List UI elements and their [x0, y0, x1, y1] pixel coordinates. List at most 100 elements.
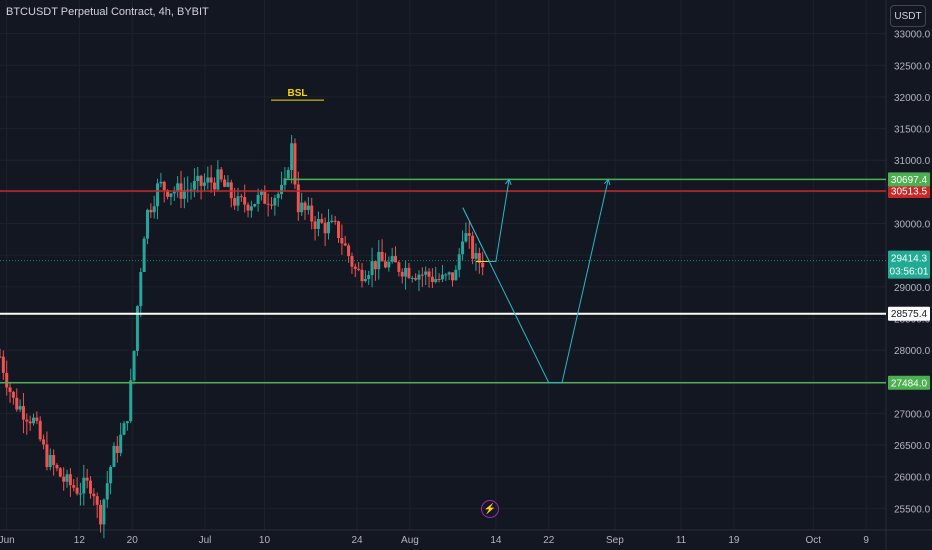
candle-body	[15, 397, 19, 410]
candle-body	[451, 272, 455, 281]
candle-body	[357, 268, 361, 270]
candle-body	[337, 221, 341, 239]
candle-body	[383, 261, 387, 268]
candle-body	[11, 391, 15, 398]
x-tick-label: 20	[127, 535, 139, 546]
candle-body	[387, 261, 391, 268]
candle-body	[263, 190, 267, 204]
red-resistance-badge	[888, 184, 930, 199]
candle-body	[420, 274, 424, 276]
candle-body	[286, 170, 290, 179]
white-level-badge	[888, 306, 930, 321]
candle-body	[172, 191, 176, 194]
candle-body	[464, 233, 468, 242]
candle-body	[363, 278, 367, 282]
green-support-badge	[888, 375, 930, 390]
candle-body	[417, 274, 421, 280]
candle-body	[145, 209, 149, 239]
y-tick-label: 30000.0	[894, 220, 931, 231]
candle-body	[430, 276, 434, 283]
candle-body	[296, 184, 300, 213]
red-resistance-badge-label: 30513.5	[891, 187, 928, 198]
x-tick-label: 22	[543, 535, 555, 546]
candle-body	[52, 455, 56, 466]
candle-body	[219, 169, 223, 180]
y-tick-label: 32000.0	[894, 93, 931, 104]
candle-body	[55, 465, 59, 469]
candle-body	[115, 445, 119, 453]
x-tick-label: 12	[74, 535, 86, 546]
candle-body	[95, 496, 99, 505]
candle-body	[243, 197, 247, 205]
candle-body	[447, 272, 451, 275]
candle-body	[223, 179, 227, 187]
candle-body	[373, 261, 377, 270]
green-support-badge-label: 27484.0	[891, 378, 928, 389]
y-tick-label: 27000.0	[894, 409, 931, 420]
candle-body	[206, 177, 210, 183]
candle-body	[85, 477, 89, 481]
projection-short-arrowhead	[505, 178, 512, 186]
candle-body	[353, 266, 357, 269]
x-tick-label: Aug	[401, 535, 419, 546]
candle-body	[62, 476, 66, 482]
candle-body	[45, 444, 49, 468]
time-axis	[0, 530, 932, 550]
green-target-badge	[888, 172, 930, 187]
candle-body	[414, 277, 418, 280]
candle-body	[461, 241, 465, 255]
x-tick-label: 10	[259, 535, 271, 546]
candle-body	[48, 455, 52, 468]
candle-body	[253, 203, 257, 207]
candle-body	[0, 356, 2, 358]
projection-long-arrowhead	[603, 178, 611, 186]
candle-body	[360, 269, 364, 282]
candle-body	[199, 175, 203, 186]
candle-body	[196, 175, 200, 181]
candle-body	[273, 198, 277, 206]
candle-body	[156, 183, 160, 207]
candle-body	[226, 182, 230, 187]
candle-body	[82, 477, 86, 494]
candle-body	[162, 181, 166, 191]
candle-body	[404, 267, 408, 277]
candle-body	[125, 421, 129, 424]
candle-body	[407, 267, 411, 278]
candle-body	[236, 196, 240, 206]
green-target-badge-label: 30697.4	[891, 175, 928, 186]
x-tick-label: 19	[728, 535, 740, 546]
candle-body	[390, 256, 394, 262]
candle-body	[18, 406, 22, 410]
y-tick-label: 33000.0	[894, 30, 931, 41]
candle-body	[481, 262, 485, 268]
candle-body	[280, 184, 284, 194]
projection-long	[462, 179, 609, 384]
candle-body	[142, 238, 146, 272]
current-price-label: 29414.3	[891, 254, 928, 265]
candle-body	[78, 493, 82, 495]
currency-button[interactable]: USDT	[890, 5, 926, 27]
candle-body	[323, 222, 327, 234]
candle-body	[330, 220, 334, 222]
candle-body	[477, 253, 481, 263]
candle-body	[474, 253, 478, 259]
y-tick-label: 26000.0	[894, 473, 931, 484]
candle-body	[440, 274, 444, 280]
candle-body	[99, 504, 103, 525]
candle-body	[313, 221, 317, 229]
candle-body	[213, 182, 217, 190]
y-tick-label: 29000.0	[894, 283, 931, 294]
x-tick-label: Jul	[199, 535, 212, 546]
candle-body	[192, 180, 196, 190]
candle-body	[326, 221, 330, 234]
candle-body	[166, 190, 170, 197]
lightning-bolt-icon[interactable]: ⚡	[481, 500, 499, 518]
candle-body	[276, 193, 280, 199]
y-tick-label: 25500.0	[894, 504, 931, 515]
candle-body	[216, 169, 220, 190]
candle-body	[209, 177, 213, 183]
candle-body	[149, 209, 153, 213]
candle-body	[340, 238, 344, 244]
candle-body	[427, 271, 431, 277]
